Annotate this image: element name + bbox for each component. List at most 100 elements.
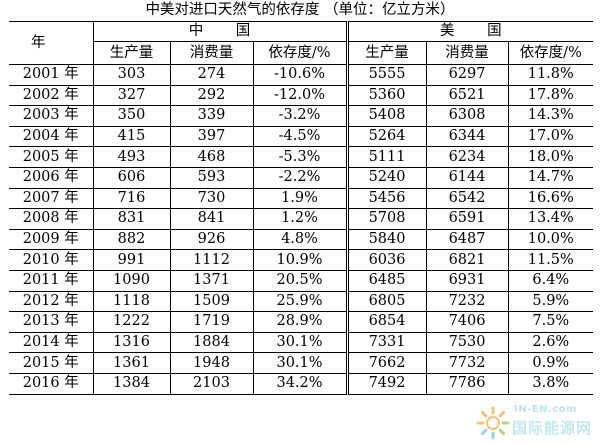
cn-production-cell: 716 — [93, 188, 171, 210]
cn-production-cell: 1316 — [93, 332, 171, 354]
year-cell: 2005 年 — [9, 146, 94, 168]
table-row: 2011 年 1090 1371 20.5% 6485 6931 6.4% — [9, 270, 594, 292]
us-consumption-cell: 6144 — [426, 167, 509, 189]
us-dependency-cell: 7.5% — [508, 311, 594, 333]
us-consumption-cell: 6308 — [426, 105, 509, 127]
us-dependency-cell: 2.6% — [508, 332, 594, 354]
cn-production-cell: 1090 — [93, 270, 171, 292]
cn-consumption-cell: 397 — [170, 126, 254, 148]
year-cell: 2013 年 — [9, 311, 94, 333]
us-production-cell: 5111 — [347, 146, 427, 168]
year-cell: 2004 年 — [9, 126, 94, 148]
usa-group-header: 美 国 — [347, 21, 594, 42]
cn-dependency-cell: 1.9% — [253, 188, 349, 210]
us-consumption-header: 消费量 — [426, 41, 509, 65]
cn-consumption-cell: 730 — [170, 188, 254, 210]
table-title: 中美对进口天然气的依存度 （单位：亿立方米） — [145, 2, 455, 18]
us-dependency-cell: 10.0% — [508, 229, 594, 251]
us-consumption-cell: 6821 — [426, 249, 509, 271]
us-dependency-cell: 5.9% — [508, 291, 594, 313]
table-row: 2005 年 493 468 -5.3% 5111 6234 18.0% — [9, 146, 594, 168]
us-dependency-cell: 14.7% — [508, 167, 594, 189]
us-production-cell: 7662 — [347, 352, 427, 374]
us-dependency-cell: 13.4% — [508, 208, 594, 230]
cn-dependency-cell: 10.9% — [253, 249, 349, 271]
us-consumption-cell: 7232 — [426, 291, 509, 313]
sun-logo-icon — [476, 406, 510, 440]
us-production-cell: 6854 — [347, 311, 427, 333]
us-consumption-cell: 6234 — [426, 146, 509, 168]
year-cell: 2003 年 — [9, 105, 94, 127]
us-production-cell: 5708 — [347, 208, 427, 230]
us-dependency-cell: 17.0% — [508, 126, 594, 148]
us-production-cell: 6036 — [347, 249, 427, 271]
us-consumption-cell: 7732 — [426, 352, 509, 374]
us-consumption-cell: 7530 — [426, 332, 509, 354]
us-production-cell: 6805 — [347, 291, 427, 313]
cn-production-cell: 415 — [93, 126, 171, 148]
header-row-countries: 年 份 中 国 美 国 — [9, 21, 594, 65]
year-column-header: 年 份 — [9, 21, 94, 65]
year-cell: 2010 年 — [9, 249, 94, 271]
us-dependency-cell: 16.6% — [508, 188, 594, 210]
table-row: 2006 年 606 593 -2.2% 5240 6144 14.7% — [9, 167, 594, 189]
cn-dependency-cell: 4.8% — [253, 229, 349, 251]
table-row: 2008 年 831 841 1.2% 5708 6591 13.4% — [9, 208, 594, 230]
us-consumption-cell: 6931 — [426, 270, 509, 292]
us-consumption-cell: 7786 — [426, 373, 509, 394]
cn-dependency-cell: -3.2% — [253, 105, 349, 127]
us-consumption-cell: 7406 — [426, 311, 509, 333]
year-cell: 2016 年 — [9, 373, 94, 394]
year-cell: 2011 年 — [9, 270, 94, 292]
cn-consumption-header: 消费量 — [170, 41, 254, 65]
cn-consumption-cell: 841 — [170, 208, 254, 230]
cn-dependency-cell: -10.6% — [253, 64, 349, 86]
cn-dependency-cell: -2.2% — [253, 167, 349, 189]
gas-dependency-table: 年 份 中 国 美 国 生产量 消费量 依存度/% 生产量 消费量 依存度/% … — [9, 21, 594, 395]
table-row: 2003 年 350 339 -3.2% 5408 6308 14.3% — [9, 105, 594, 127]
cn-consumption-cell: 339 — [170, 105, 254, 127]
us-production-cell: 7492 — [347, 373, 427, 394]
us-dependency-cell: 11.8% — [508, 64, 594, 86]
cn-production-header: 生产量 — [93, 41, 171, 65]
cn-consumption-cell: 292 — [170, 85, 254, 107]
cn-dependency-cell: 30.1% — [253, 352, 349, 374]
us-production-cell: 5240 — [347, 167, 427, 189]
us-dependency-cell: 18.0% — [508, 146, 594, 168]
cn-dependency-cell: -12.0% — [253, 85, 349, 107]
table-row: 2002 年 327 292 -12.0% 5360 6521 17.8% — [9, 85, 594, 107]
table-row: 2009 年 882 926 4.8% 5840 6487 10.0% — [9, 229, 594, 251]
cn-consumption-cell: 1719 — [170, 311, 254, 333]
us-dependency-header: 依存度/% — [508, 41, 594, 65]
year-cell: 2007 年 — [9, 188, 94, 210]
us-production-cell: 5456 — [347, 188, 427, 210]
us-consumption-cell: 6542 — [426, 188, 509, 210]
us-dependency-cell: 6.4% — [508, 270, 594, 292]
cn-consumption-cell: 1371 — [170, 270, 254, 292]
table-row: 2010 年 991 1112 10.9% 6036 6821 11.5% — [9, 249, 594, 271]
cn-dependency-cell: 28.9% — [253, 311, 349, 333]
table-row: 2013 年 1222 1719 28.9% 6854 7406 7.5% — [9, 311, 594, 333]
cn-production-cell: 1361 — [93, 352, 171, 374]
cn-consumption-cell: 2103 — [170, 373, 254, 394]
table-body: 2001 年 303 274 -10.6% 5555 6297 11.8% 2002 年 327… — [9, 64, 594, 394]
cn-dependency-cell: 25.9% — [253, 291, 349, 313]
us-production-cell: 6485 — [347, 270, 427, 292]
table-row: 2004 年 415 397 -4.5% 5264 6344 17.0% — [9, 126, 594, 148]
table-row: 2001 年 303 274 -10.6% 5555 6297 11.8% — [9, 64, 594, 86]
cn-dependency-cell: 30.1% — [253, 332, 349, 354]
year-cell: 2009 年 — [9, 229, 94, 251]
us-production-cell: 5555 — [347, 64, 427, 86]
us-production-cell: 5408 — [347, 105, 427, 127]
cn-dependency-header: 依存度/% — [253, 41, 349, 65]
year-cell: 2008 年 — [9, 208, 94, 230]
table-row: 2007 年 716 730 1.9% 5456 6542 16.6% — [9, 188, 594, 210]
us-production-header: 生产量 — [347, 41, 427, 65]
china-group-header: 中 国 — [93, 21, 349, 42]
us-dependency-cell: 0.9% — [508, 352, 594, 374]
year-cell: 2012 年 — [9, 291, 94, 313]
cn-consumption-cell: 593 — [170, 167, 254, 189]
us-consumption-cell: 6297 — [426, 64, 509, 86]
us-production-cell: 5840 — [347, 229, 427, 251]
year-cell: 2006 年 — [9, 167, 94, 189]
